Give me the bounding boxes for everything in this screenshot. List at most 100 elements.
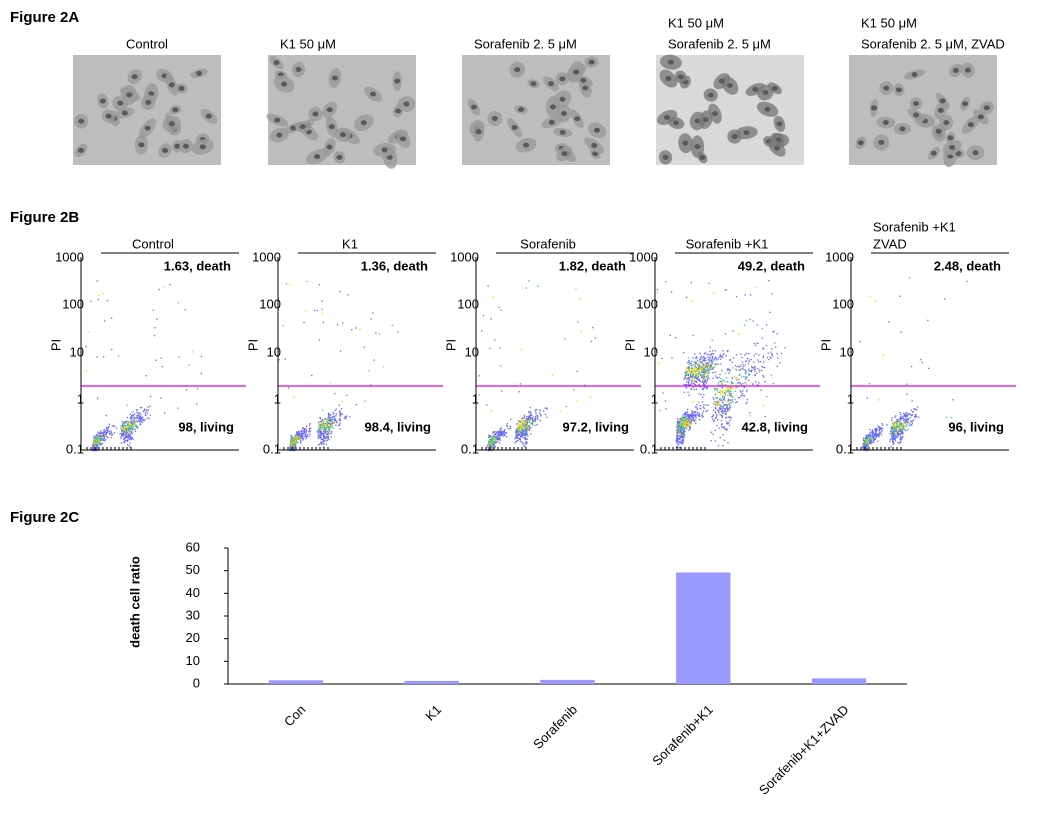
event bbox=[893, 435, 894, 436]
event bbox=[577, 321, 578, 322]
event bbox=[107, 428, 108, 429]
event bbox=[709, 368, 710, 369]
event bbox=[291, 437, 292, 438]
event bbox=[731, 393, 732, 394]
event bbox=[755, 369, 756, 370]
event bbox=[681, 427, 682, 428]
event bbox=[500, 433, 501, 434]
event bbox=[694, 366, 695, 367]
nucleus bbox=[953, 68, 959, 73]
event bbox=[912, 411, 913, 412]
event bbox=[718, 412, 719, 413]
nucleus bbox=[712, 111, 718, 116]
event bbox=[682, 426, 683, 427]
nucleus bbox=[913, 101, 919, 106]
event bbox=[327, 434, 328, 435]
event bbox=[738, 379, 739, 380]
event bbox=[905, 413, 906, 414]
event bbox=[334, 416, 335, 417]
event bbox=[874, 439, 875, 440]
event bbox=[137, 409, 138, 410]
event bbox=[154, 327, 155, 328]
event bbox=[700, 374, 701, 375]
event bbox=[99, 437, 100, 438]
event bbox=[687, 377, 688, 378]
event bbox=[131, 416, 132, 417]
event bbox=[879, 429, 880, 430]
event bbox=[727, 442, 728, 443]
event bbox=[903, 423, 904, 424]
event bbox=[901, 425, 902, 426]
event bbox=[726, 421, 727, 422]
event bbox=[522, 432, 523, 433]
event bbox=[905, 430, 906, 431]
event bbox=[301, 431, 302, 432]
nucleus bbox=[206, 114, 212, 119]
event bbox=[684, 377, 685, 378]
event bbox=[322, 427, 323, 428]
nucleus bbox=[561, 111, 567, 116]
event bbox=[749, 361, 750, 362]
event bbox=[94, 435, 95, 436]
event bbox=[720, 363, 721, 364]
quadrant-label: 1.82, death bbox=[559, 258, 626, 273]
event bbox=[754, 366, 755, 367]
event bbox=[123, 427, 124, 428]
event bbox=[186, 389, 187, 390]
event bbox=[528, 412, 529, 413]
event bbox=[104, 436, 105, 437]
event bbox=[871, 435, 872, 436]
event bbox=[134, 417, 135, 418]
event bbox=[323, 429, 324, 430]
event bbox=[712, 372, 713, 373]
event bbox=[696, 381, 697, 382]
bar bbox=[812, 678, 866, 684]
event bbox=[728, 408, 729, 409]
event bbox=[768, 359, 769, 360]
event bbox=[516, 428, 517, 429]
event bbox=[715, 350, 716, 351]
event bbox=[543, 410, 544, 411]
event bbox=[773, 383, 774, 384]
event bbox=[521, 419, 522, 420]
event bbox=[725, 289, 726, 290]
event bbox=[298, 439, 299, 440]
event bbox=[749, 319, 750, 320]
event bbox=[323, 322, 324, 323]
plot-title: Control bbox=[132, 236, 174, 251]
event bbox=[726, 407, 727, 408]
event bbox=[297, 432, 298, 433]
event bbox=[706, 388, 707, 389]
nucleus bbox=[589, 60, 595, 65]
event bbox=[566, 406, 567, 407]
event bbox=[772, 331, 773, 332]
event bbox=[891, 438, 892, 439]
nucleus bbox=[314, 154, 320, 159]
event bbox=[286, 283, 287, 284]
event bbox=[508, 428, 509, 429]
event bbox=[704, 353, 705, 354]
event bbox=[904, 414, 905, 415]
event bbox=[525, 419, 526, 420]
event bbox=[679, 442, 680, 443]
event bbox=[326, 419, 327, 420]
event bbox=[697, 363, 698, 364]
event bbox=[868, 442, 869, 443]
event bbox=[108, 430, 109, 431]
event bbox=[708, 375, 709, 376]
event bbox=[744, 365, 745, 366]
event bbox=[501, 433, 502, 434]
event bbox=[895, 423, 896, 424]
event bbox=[866, 440, 867, 441]
event bbox=[325, 438, 326, 439]
event bbox=[690, 420, 691, 421]
event bbox=[745, 372, 746, 373]
event bbox=[137, 427, 138, 428]
event bbox=[889, 441, 890, 442]
event bbox=[749, 415, 750, 416]
quadrant-label: 98.4, living bbox=[365, 419, 432, 434]
event bbox=[745, 403, 746, 404]
event bbox=[715, 397, 716, 398]
event bbox=[153, 310, 154, 311]
event bbox=[694, 370, 695, 371]
